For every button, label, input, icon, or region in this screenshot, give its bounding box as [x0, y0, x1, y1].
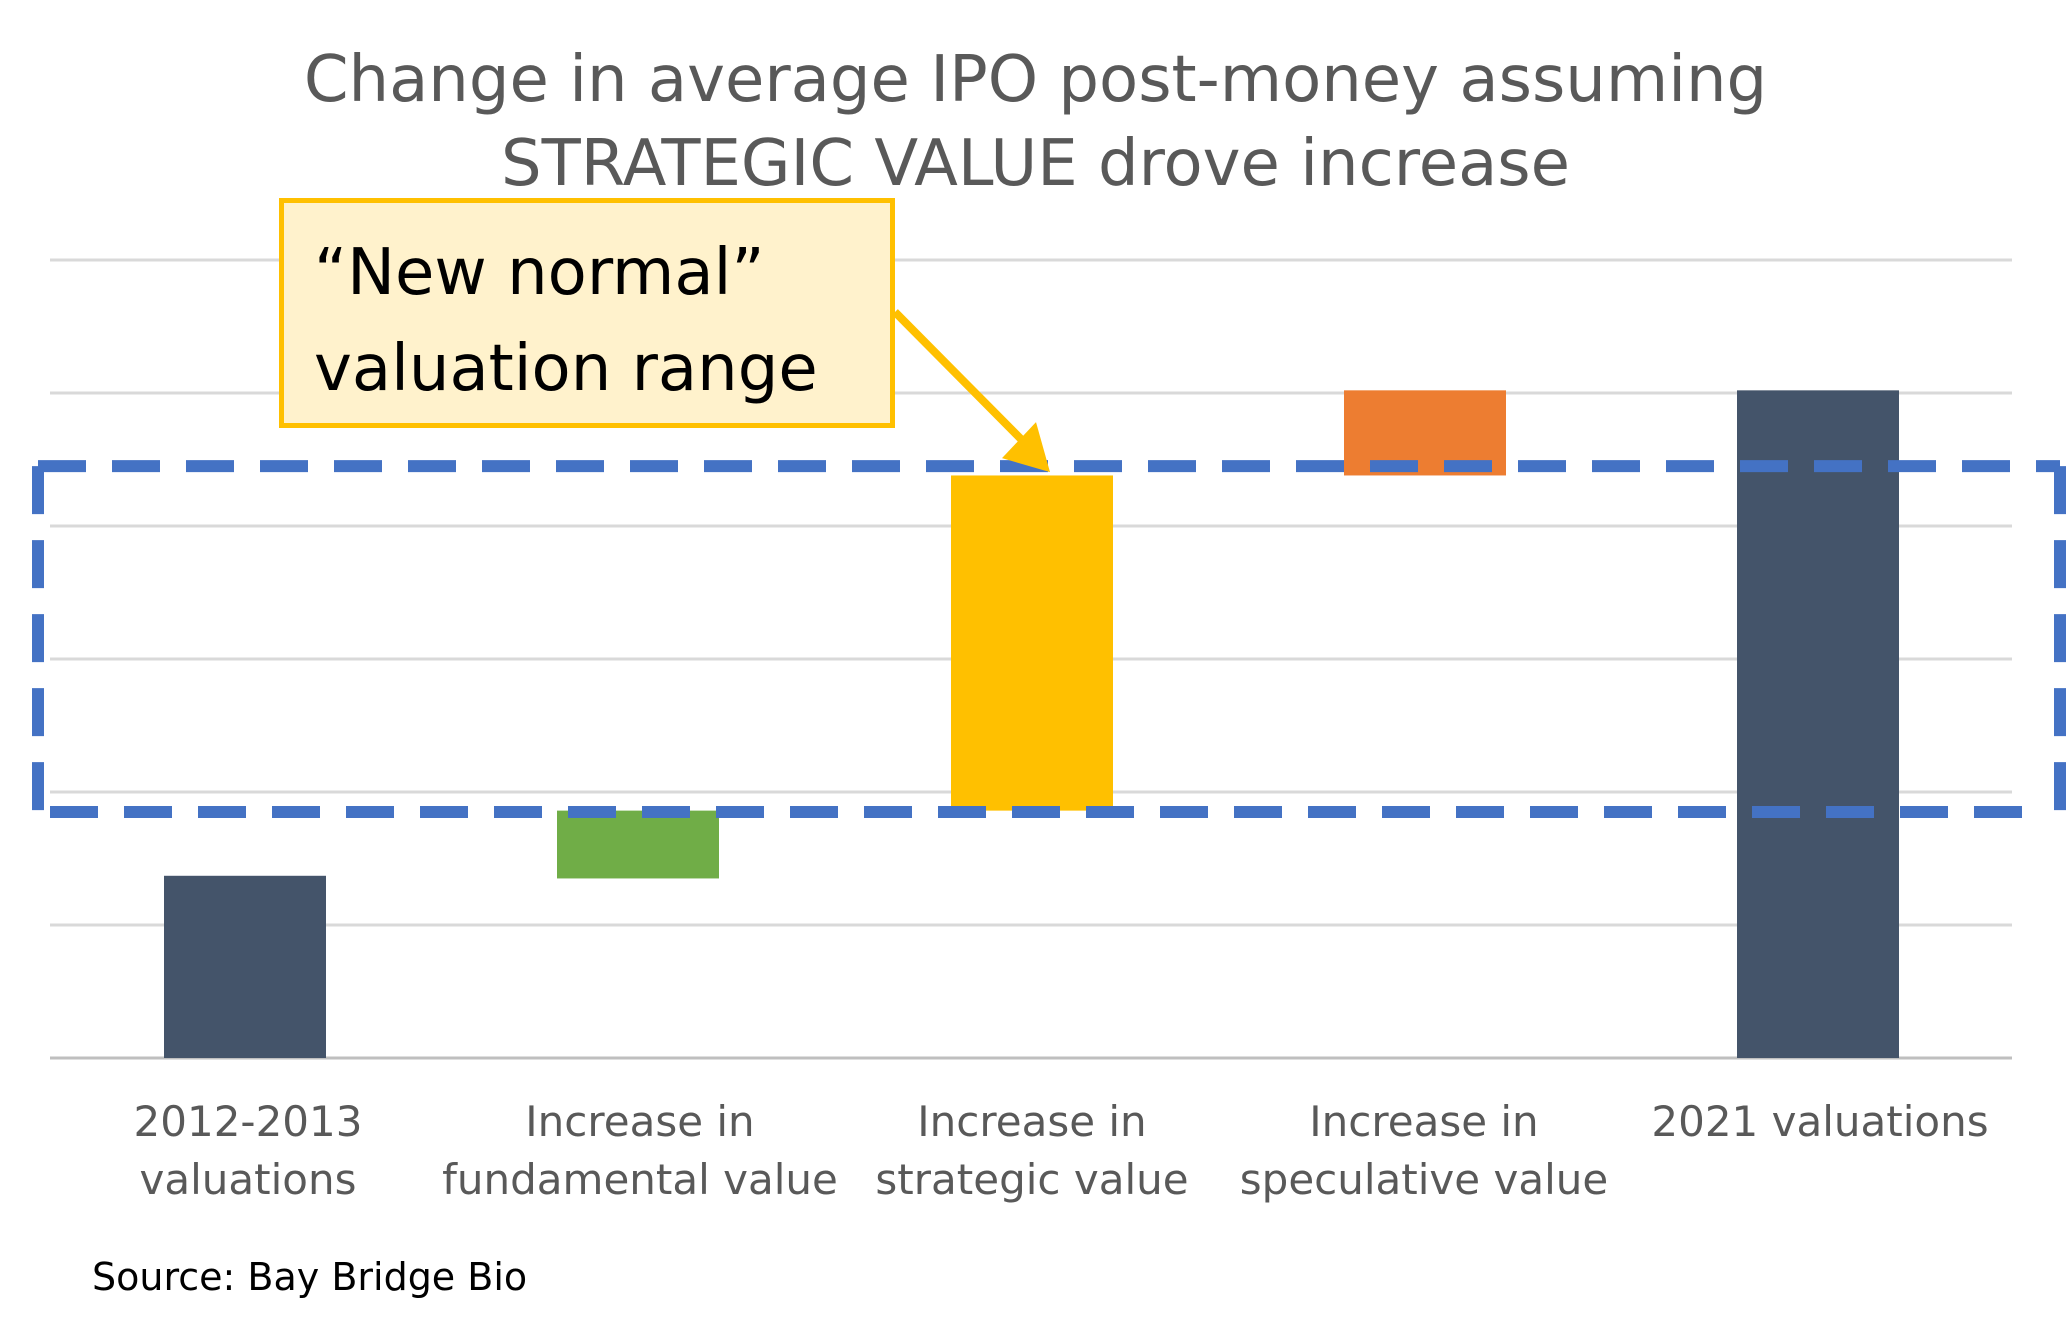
bar-4	[1737, 390, 1899, 1059]
chart-title-line-1: Change in average IPO post-money assumin…	[303, 43, 1768, 117]
category-label-line: speculative value	[1239, 1155, 1609, 1204]
bar-1	[557, 810, 719, 879]
source-note: Source: Bay Bridge Bio	[92, 1255, 528, 1299]
callout-line-2: valuation range	[314, 332, 818, 406]
category-label-line: valuations	[139, 1155, 357, 1204]
bar-2	[951, 475, 1113, 811]
chart-title: Change in average IPO post-money assumin…	[0, 38, 2071, 206]
category-label-2: Increase in strategic value	[812, 1093, 1252, 1209]
category-label-0: 2012-2013 valuations	[28, 1093, 468, 1209]
category-label-line: Increase in	[917, 1097, 1147, 1146]
category-label-1: Increase in fundamental value	[420, 1093, 860, 1209]
bar-0	[164, 875, 326, 1058]
callout-arrow	[892, 309, 1050, 473]
callout-arrow-head	[1002, 422, 1050, 473]
callout-arrow-shaft	[892, 309, 1029, 447]
category-label-line: strategic value	[875, 1155, 1189, 1204]
new-normal-callout: “New normal” valuation range	[279, 198, 895, 428]
category-label-line: fundamental value	[442, 1155, 838, 1204]
range-band	[32, 460, 2066, 818]
category-label-line: 2012-2013	[133, 1097, 363, 1146]
bars	[164, 390, 1899, 1059]
category-label-line: Increase in	[1309, 1097, 1539, 1146]
callout-line-1: “New normal”	[314, 236, 765, 310]
category-label-line: 2021 valuations	[1651, 1097, 1989, 1146]
category-label-line: Increase in	[525, 1097, 755, 1146]
category-label-3: Increase in speculative value	[1204, 1093, 1644, 1209]
category-label-4: 2021 valuations	[1600, 1093, 2040, 1151]
chart-title-line-2: STRATEGIC VALUE drove increase	[500, 127, 1571, 201]
